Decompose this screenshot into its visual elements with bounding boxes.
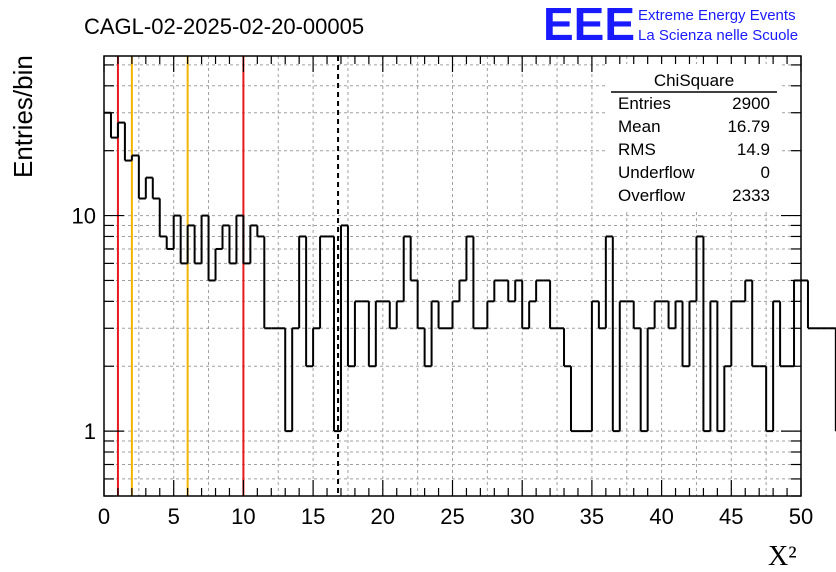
axis-ticks (103, 56, 802, 497)
x-tick-label: 50 (789, 504, 813, 529)
y-axis-label: Entries/bin (8, 55, 38, 178)
x-axis-label: X² (768, 541, 797, 572)
stats-value: 14.9 (737, 140, 770, 159)
logo-line-2: La Scienza nelle Scuole (638, 27, 798, 44)
stats-value: 16.79 (727, 117, 770, 136)
tick-labels: 0 5 10 15 20 25 30 35 40 45 50 1 10 (72, 204, 814, 529)
threshold-lines (116, 56, 340, 496)
stats-label: Entries (618, 94, 671, 113)
x-tick-label: 35 (580, 504, 604, 529)
x-tick-label: 40 (649, 504, 673, 529)
stats-label: Overflow (618, 186, 686, 205)
x-tick-label: 15 (301, 504, 325, 529)
eee-logo: EEE Extreme Energy Events La Scienza nel… (543, 0, 798, 50)
stats-box: ChiSquare Entries 2900 Mean 16.79 RMS 14.9 Und… (606, 64, 782, 212)
logo-mark: EEE (543, 0, 635, 50)
stats-value: 2900 (732, 94, 770, 113)
x-tick-label: 25 (440, 504, 464, 529)
stats-title: ChiSquare (654, 71, 734, 90)
x-tick-label: 10 (231, 504, 255, 529)
x-tick-label: 45 (719, 504, 743, 529)
stats-rows: Entries 2900 Mean 16.79 RMS 14.9 Underflow 0 Ove… (618, 94, 770, 205)
stats-value: 0 (761, 163, 770, 182)
y-tick-label: 1 (84, 419, 96, 444)
x-tick-label: 30 (510, 504, 534, 529)
stats-label: Underflow (618, 163, 695, 182)
stats-background (606, 64, 782, 212)
stats-label: Mean (618, 117, 661, 136)
histogram-series (104, 111, 836, 433)
y-tick-label: 10 (72, 204, 96, 229)
logo-line-1: Extreme Energy Events (638, 7, 796, 24)
x-tick-label: 0 (98, 504, 110, 529)
stats-label: RMS (618, 140, 656, 159)
x-tick-label: 5 (168, 504, 180, 529)
x-tick-label: 20 (371, 504, 395, 529)
stats-value: 2333 (732, 186, 770, 205)
chart-title: CAGL-02-2025-02-20-00005 (84, 14, 364, 39)
